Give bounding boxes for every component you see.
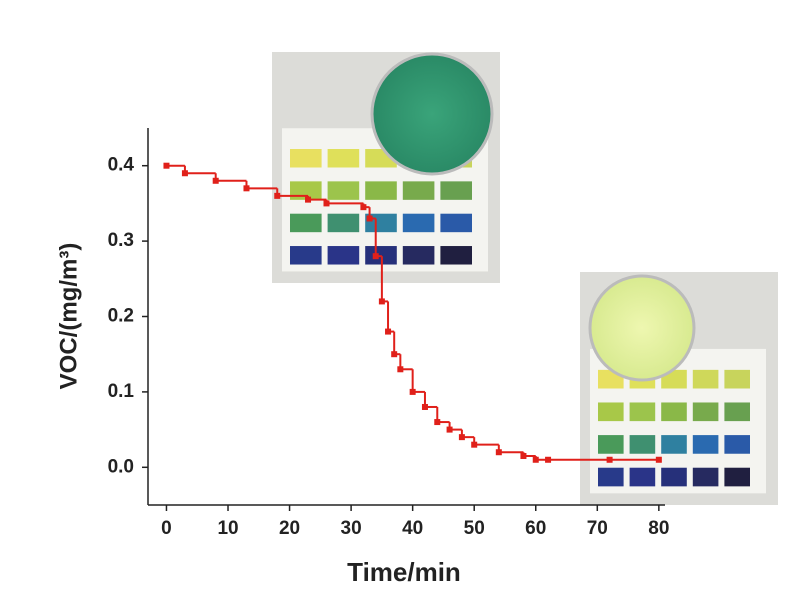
x-tick-label: 80 [648, 518, 669, 539]
x-tick-label: 0 [161, 518, 172, 539]
data-point [606, 456, 613, 463]
data-point [360, 204, 367, 211]
color-swatch [402, 181, 435, 200]
petri-dish [588, 274, 696, 382]
data-point [409, 388, 416, 395]
color-swatch [692, 435, 719, 454]
color-swatch [440, 181, 472, 200]
color-swatch [598, 435, 624, 454]
data-point [212, 177, 219, 184]
x-tick-label: 70 [587, 518, 608, 539]
x-tick-label: 40 [402, 518, 423, 539]
data-point [458, 434, 465, 441]
axes: 0.0 0.1 0.2 0.3 0.4 0 10 20 30 40 50 60 70 80 [108, 128, 669, 539]
color-swatch [629, 467, 656, 487]
x-axis-label: Time/min [347, 557, 461, 587]
photo-insets [272, 52, 778, 505]
y-axis-label: VOC/(mg/m³) [55, 243, 82, 390]
data-point [163, 162, 170, 169]
color-swatch [724, 402, 750, 422]
color-swatch [661, 402, 687, 422]
data-point [397, 366, 404, 373]
data-point [520, 452, 527, 459]
y-tick-label: 0.0 [108, 456, 134, 477]
color-swatch [327, 181, 360, 200]
color-swatch [290, 149, 322, 168]
x-tick-label: 20 [279, 518, 300, 539]
color-swatch [598, 467, 624, 487]
color-swatch [661, 435, 687, 454]
color-swatch [661, 467, 687, 487]
color-swatch [724, 369, 750, 389]
data-point [372, 253, 379, 260]
color-swatch [440, 213, 472, 233]
data-point [366, 215, 373, 222]
data-point [274, 192, 281, 199]
data-point [545, 456, 552, 463]
data-point [446, 426, 453, 433]
data-point [181, 170, 188, 177]
color-swatch [365, 181, 397, 200]
x-tick-label: 10 [217, 518, 238, 539]
x-tick-label: 30 [341, 518, 362, 539]
data-point [421, 403, 428, 410]
color-swatch [629, 402, 656, 422]
data-point [471, 441, 478, 448]
color-swatch [327, 246, 360, 265]
color-swatch [402, 213, 435, 233]
data-point [532, 456, 539, 463]
data-point [385, 328, 392, 335]
petri-dish [370, 52, 494, 176]
data-point [495, 449, 502, 456]
y-tick-label: 0.4 [108, 155, 135, 176]
data-point [378, 298, 385, 305]
color-swatch [327, 149, 360, 168]
color-swatch [440, 246, 472, 265]
color-swatch [692, 467, 719, 487]
data-point [305, 196, 312, 203]
color-swatch [724, 467, 750, 487]
x-tick-label: 60 [525, 518, 546, 539]
color-swatch [724, 435, 750, 454]
data-point [434, 419, 441, 426]
x-tick-label: 50 [464, 518, 485, 539]
color-swatch [290, 246, 322, 265]
y-tick-label: 0.2 [108, 306, 134, 327]
color-swatch [598, 402, 624, 422]
data-point [391, 351, 398, 358]
color-swatch [692, 369, 719, 389]
data-point [323, 200, 330, 207]
data-point [243, 185, 250, 192]
data-point [655, 456, 662, 463]
color-swatch [402, 246, 435, 265]
color-swatch [629, 435, 656, 454]
y-tick-label: 0.3 [108, 230, 134, 251]
color-swatch [327, 213, 360, 233]
y-tick-label: 0.1 [108, 381, 135, 402]
color-swatch [290, 213, 322, 233]
color-swatch [692, 402, 719, 422]
